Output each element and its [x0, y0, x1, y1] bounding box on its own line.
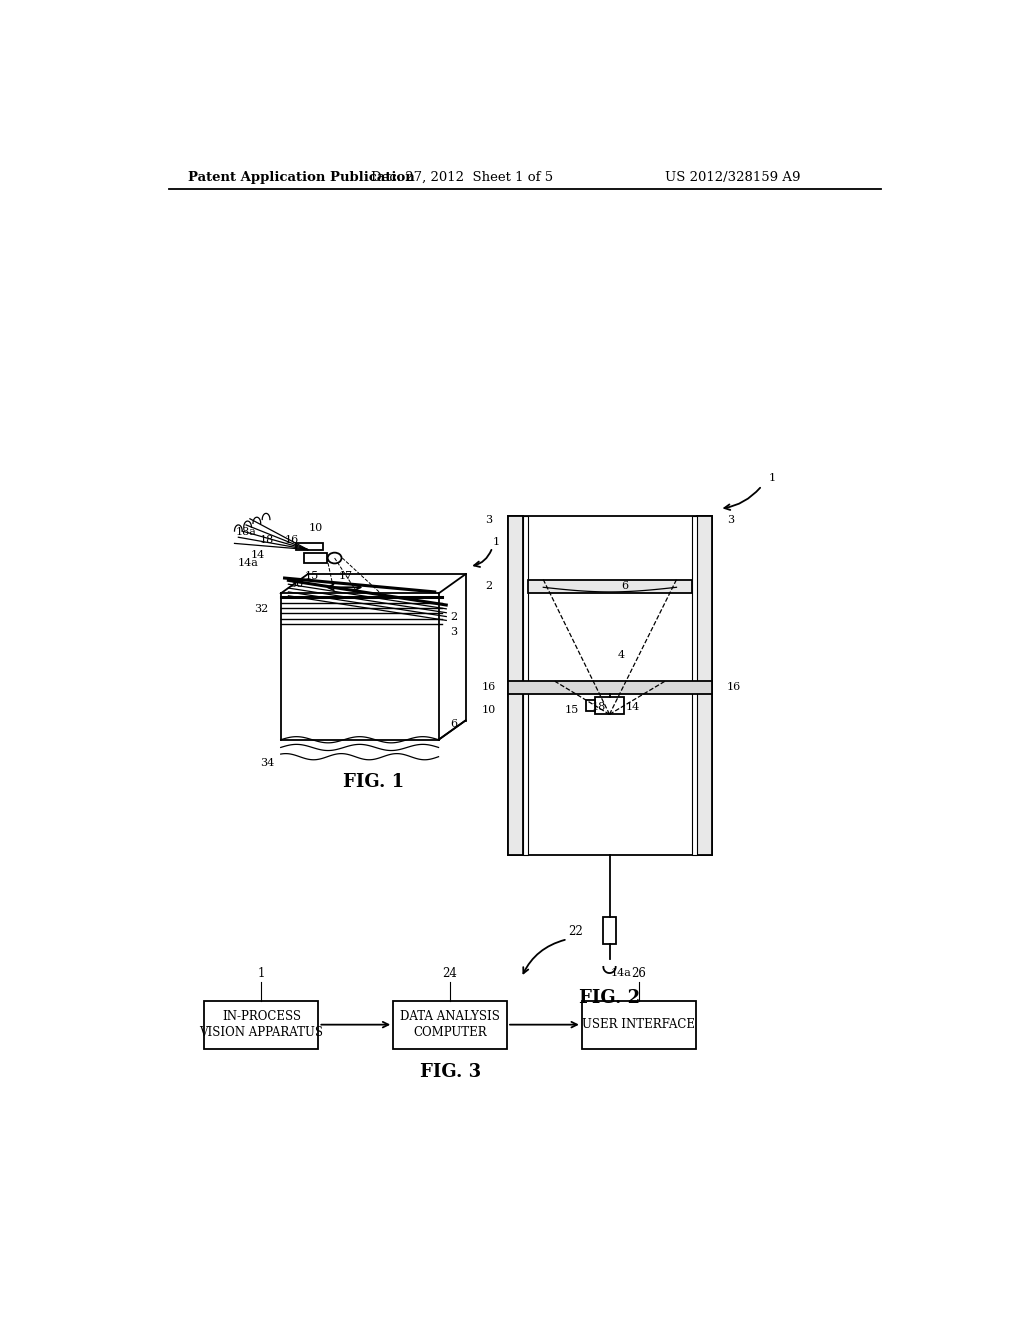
- Text: 16: 16: [726, 682, 740, 693]
- Bar: [296, 544, 323, 549]
- Text: Dec. 27, 2012  Sheet 1 of 5: Dec. 27, 2012 Sheet 1 of 5: [371, 172, 553, 185]
- Bar: [205, 1001, 318, 1048]
- Bar: [696, 516, 712, 855]
- Text: 1: 1: [258, 968, 265, 981]
- Bar: [393, 1001, 507, 1048]
- Bar: [586, 701, 595, 711]
- Text: 16: 16: [481, 682, 496, 693]
- Text: 18: 18: [592, 702, 606, 711]
- Text: 26: 26: [632, 968, 646, 981]
- Text: 24: 24: [442, 968, 458, 981]
- Text: 16: 16: [285, 535, 299, 545]
- Bar: [595, 697, 625, 714]
- Bar: [602, 917, 616, 944]
- Text: Patent Application Publication: Patent Application Publication: [188, 172, 415, 185]
- Text: 6: 6: [622, 581, 629, 591]
- Text: 14a: 14a: [238, 557, 259, 568]
- Text: 18: 18: [260, 535, 274, 545]
- Text: 15: 15: [564, 705, 579, 715]
- Text: 14a: 14a: [610, 968, 632, 978]
- Text: COMPUTER: COMPUTER: [414, 1026, 487, 1039]
- Text: 22: 22: [568, 925, 583, 939]
- Bar: [508, 516, 523, 855]
- Text: US 2012/328159 A9: US 2012/328159 A9: [665, 172, 801, 185]
- Text: 3: 3: [485, 515, 493, 525]
- Text: 1: 1: [768, 473, 775, 483]
- Text: FIG. 3: FIG. 3: [420, 1063, 480, 1081]
- Text: 30: 30: [289, 579, 303, 589]
- Bar: [528, 579, 692, 594]
- Text: 2: 2: [451, 611, 458, 622]
- Bar: [508, 516, 712, 855]
- Text: DATA ANALYSIS: DATA ANALYSIS: [400, 1010, 500, 1023]
- Text: 10: 10: [308, 523, 323, 533]
- Text: 14: 14: [251, 550, 265, 560]
- Text: 6: 6: [451, 719, 458, 730]
- Text: USER INTERFACE: USER INTERFACE: [583, 1018, 695, 1031]
- Text: 2: 2: [485, 581, 493, 591]
- Text: 34: 34: [260, 758, 274, 768]
- Text: VISION APPARATUS: VISION APPARATUS: [200, 1026, 324, 1039]
- Text: 15: 15: [304, 570, 318, 581]
- Text: 14: 14: [626, 702, 640, 711]
- Text: FIG. 2: FIG. 2: [579, 989, 640, 1007]
- Text: 32: 32: [254, 603, 268, 614]
- Text: 3: 3: [728, 515, 735, 525]
- Bar: [523, 516, 528, 855]
- Bar: [692, 516, 696, 855]
- Text: 4: 4: [617, 649, 625, 660]
- Text: IN-PROCESS: IN-PROCESS: [222, 1010, 301, 1023]
- Text: 10: 10: [481, 705, 496, 715]
- Bar: [304, 553, 327, 562]
- Text: 18a: 18a: [236, 527, 256, 537]
- Text: 1: 1: [493, 537, 500, 546]
- Bar: [508, 681, 712, 693]
- Bar: [582, 1001, 695, 1048]
- Text: FIG. 1: FIG. 1: [343, 774, 403, 791]
- Text: 3: 3: [451, 627, 458, 638]
- Text: 17: 17: [339, 570, 353, 581]
